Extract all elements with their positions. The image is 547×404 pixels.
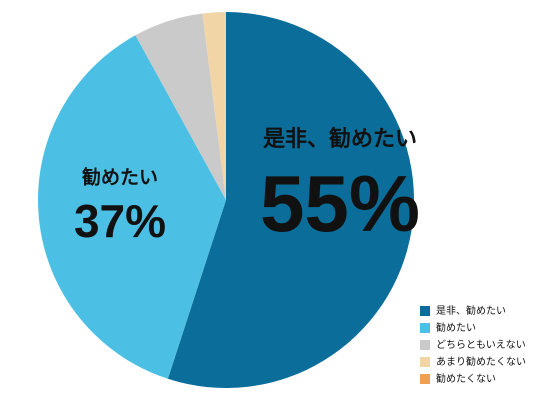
legend-swatch bbox=[420, 357, 430, 367]
legend-label: 是非、勧めたい bbox=[436, 304, 506, 317]
pie-slice bbox=[167, 12, 415, 389]
legend-label: あまり勧めたくない bbox=[436, 355, 526, 368]
legend-swatch bbox=[420, 306, 430, 316]
slice-label: 勧めたい bbox=[81, 166, 158, 189]
legend-label: 勧めたくない bbox=[436, 372, 496, 385]
pie-slice bbox=[135, 13, 226, 200]
slice-value-label: 55% bbox=[260, 159, 420, 248]
pie-slice bbox=[38, 35, 226, 379]
legend-label: どちらともいえない bbox=[436, 339, 526, 351]
legend-label: 勧めたい bbox=[436, 321, 476, 334]
legend-swatch bbox=[420, 323, 430, 333]
legend-swatch bbox=[420, 374, 430, 384]
legend-swatch bbox=[420, 340, 430, 350]
pie-slice bbox=[202, 12, 226, 200]
slice-value-label: 37% bbox=[74, 195, 166, 247]
slice-label: 是非、勧めたい bbox=[263, 126, 417, 152]
